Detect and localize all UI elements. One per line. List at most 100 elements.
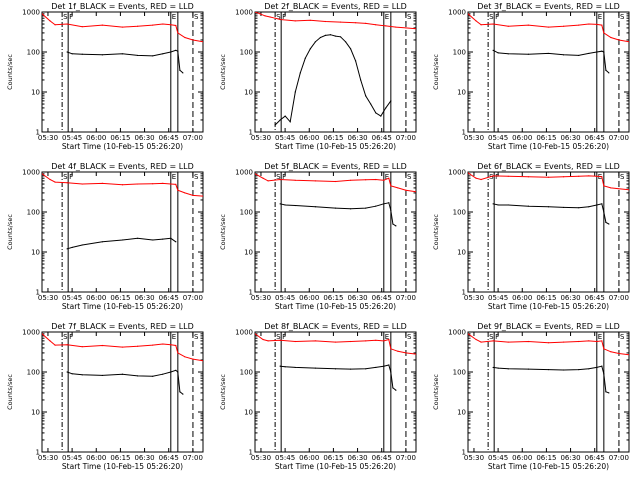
detector-panel: Det 3f_BLACK = Events, RED = LLD 1 10 100 10… — [426, 0, 639, 160]
x-tick-label: 06:15 — [323, 134, 343, 142]
data-point — [380, 115, 382, 117]
detector-panel: Det 6f_BLACK = Events, RED = LLD 1 10 100 10… — [426, 160, 639, 320]
data-point — [397, 350, 399, 352]
event-marker-label: F — [69, 173, 73, 181]
events-series-line — [280, 364, 397, 391]
data-point — [349, 208, 352, 210]
series-group — [492, 49, 610, 74]
data-point — [192, 194, 194, 197]
data-point — [507, 341, 509, 343]
lld-series-line — [42, 173, 203, 197]
y-tick-label: 10 — [31, 409, 40, 417]
x-tick-label: 05:45 — [62, 134, 82, 142]
data-point — [329, 34, 332, 36]
x-tick-label: 05:45 — [62, 454, 82, 462]
data-point — [475, 20, 477, 22]
data-point — [314, 367, 316, 369]
data-point — [334, 207, 337, 209]
data-point — [162, 343, 164, 345]
data-point — [101, 241, 103, 243]
data-point — [610, 36, 612, 39]
data-point — [179, 391, 181, 393]
y-tick-label: 10 — [457, 409, 466, 417]
chart-svg: Det 9f_BLACK = Events, RED = LLD 1 10 100 10… — [432, 322, 630, 471]
x-tick-label: 05:45 — [488, 134, 508, 142]
x-tick-label: 06:00 — [86, 454, 106, 462]
chart-title: Det 3f_BLACK = Events, RED = LLD — [477, 2, 620, 11]
events-series-line — [67, 237, 177, 250]
x-axis-label: Start Time (10-Feb-15 05:26:20) — [488, 302, 609, 311]
data-point — [375, 205, 377, 207]
x-tick-label: 06:30 — [560, 454, 580, 462]
chart-title: Det 8f_BLACK = Events, RED = LLD — [264, 322, 407, 331]
data-point — [390, 100, 392, 102]
data-point — [480, 178, 482, 181]
data-point — [415, 191, 416, 193]
plot-frame — [467, 171, 630, 293]
data-point — [264, 15, 266, 17]
x-tick-label: 06:30 — [347, 294, 367, 302]
data-point — [101, 182, 103, 184]
data-point — [397, 187, 399, 189]
data-point — [547, 52, 550, 55]
plot-frame — [254, 331, 417, 453]
data-point — [184, 36, 186, 39]
data-point — [497, 204, 499, 206]
y-tick-label: 1000 — [235, 169, 253, 177]
data-point — [54, 344, 56, 346]
lld-series-line — [255, 173, 416, 193]
data-point — [390, 371, 392, 373]
data-point — [497, 52, 499, 54]
series-group — [492, 365, 610, 394]
x-axis-label: Start Time (10-Feb-15 05:26:20) — [488, 142, 609, 151]
data-point — [279, 339, 281, 341]
data-point — [547, 368, 550, 371]
x-axis-label: Start Time (10-Feb-15 05:26:20) — [488, 462, 609, 471]
data-point — [405, 27, 407, 29]
data-point — [578, 54, 580, 57]
data-point — [392, 387, 394, 389]
x-axis-label: Start Time (10-Feb-15 05:26:20) — [62, 462, 183, 471]
y-axis-label: Counts/sec — [6, 54, 14, 90]
data-point — [339, 36, 342, 38]
y-tick-label: 1 — [462, 129, 466, 137]
data-point — [192, 358, 194, 360]
plot-frame — [41, 171, 204, 293]
x-tick-label: 06:45 — [372, 454, 392, 462]
event-marker-label: S — [276, 173, 281, 181]
y-tick-label: 1000 — [235, 329, 253, 337]
data-point — [66, 344, 68, 346]
data-point — [388, 202, 390, 204]
event-marker-label: E — [172, 13, 176, 21]
data-point — [596, 340, 598, 343]
data-point — [54, 24, 56, 26]
y-tick-label: 10 — [244, 249, 253, 257]
y-tick-label: 100 — [27, 369, 40, 377]
data-point — [395, 26, 397, 28]
x-tick-label: 06:00 — [512, 134, 532, 142]
x-tick-label: 06:15 — [323, 454, 343, 462]
data-point — [101, 24, 103, 26]
y-tick-label: 10 — [31, 89, 40, 97]
data-point — [588, 175, 590, 177]
data-point — [184, 356, 186, 358]
event-marker-label: F — [495, 13, 499, 21]
y-tick-label: 1 — [36, 289, 40, 297]
plot-frame — [254, 11, 417, 133]
data-point — [497, 367, 499, 369]
data-point — [385, 25, 387, 27]
data-point — [608, 72, 610, 74]
data-point — [267, 340, 269, 342]
data-point — [562, 206, 565, 209]
data-point — [170, 51, 172, 53]
data-point — [605, 69, 607, 71]
data-point — [596, 366, 598, 369]
data-point — [71, 246, 73, 249]
data-point — [618, 188, 620, 190]
detector-panel: Det 8f_BLACK = Events, RED = LLD 1 10 100 10… — [213, 320, 426, 480]
x-tick-label: 06:45 — [159, 454, 179, 462]
x-tick-label: 06:15 — [536, 134, 556, 142]
x-tick-label: 05:30 — [38, 294, 58, 302]
detector-panel: Det 9f_BLACK = Events, RED = LLD 1 10 100 10… — [426, 320, 639, 480]
